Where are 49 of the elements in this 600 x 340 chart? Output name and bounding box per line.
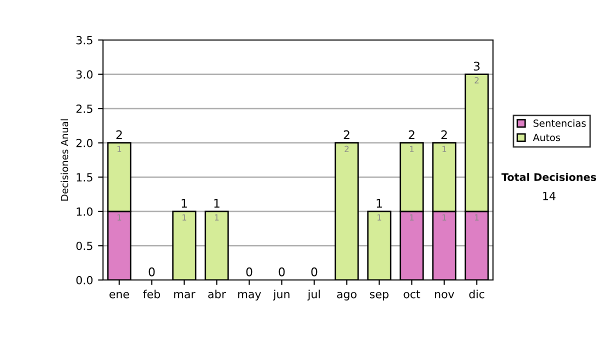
x-tick-label: sep — [370, 292, 388, 300]
data-label: 2 — [474, 77, 479, 84]
x-tick-label: may — [238, 292, 262, 300]
total-label: 2 — [441, 130, 447, 140]
x-tick-label: ago — [337, 292, 356, 300]
total-label: 3 — [474, 62, 480, 71]
total-label: 1 — [182, 198, 187, 208]
x-tick-label: nov — [435, 292, 454, 298]
data-label: 1 — [410, 214, 414, 221]
text: 0.5 — [76, 242, 92, 250]
x-tick-label: jul — [307, 290, 320, 300]
text: 2.5 — [76, 104, 92, 113]
x-tick-label: ene — [110, 292, 130, 298]
total-label: 1 — [214, 198, 220, 208]
total-label: 0 — [278, 267, 285, 276]
text: 14 — [543, 192, 556, 200]
data-label: 1 — [475, 214, 479, 221]
data-label: 1 — [182, 214, 186, 221]
data-label: 1 — [378, 214, 382, 221]
x-tick-label: feb — [143, 290, 160, 298]
text: 0.0 — [76, 276, 93, 284]
data-label: 2 — [344, 146, 349, 152]
x-tick-label: jun — [272, 290, 290, 300]
text: 1.0 — [76, 207, 93, 216]
x-tick-label: oct — [404, 290, 420, 298]
text: 2.0 — [76, 138, 93, 148]
text: 3.5 — [76, 36, 92, 44]
text: Total Decisiones — [501, 172, 596, 182]
total-label: 2 — [116, 130, 122, 140]
y-axis-title: Decisiones Anual — [60, 119, 68, 201]
data-label: 1 — [410, 146, 414, 152]
total-label: 2 — [344, 130, 350, 140]
total-label: 1 — [376, 198, 382, 208]
data-label: 1 — [442, 146, 446, 152]
legend-label: Autos — [532, 134, 560, 142]
total-label: 0 — [311, 267, 318, 276]
total-label: 0 — [246, 267, 252, 276]
data-label: 1 — [442, 214, 446, 221]
text: 1.5 — [76, 173, 92, 182]
data-label: 1 — [118, 146, 122, 152]
x-tick-label: dic — [469, 290, 484, 298]
text: 3.0 — [76, 70, 93, 79]
data-label: 1 — [118, 214, 122, 221]
total-label: 0 — [148, 267, 155, 276]
x-tick-label: abr — [208, 290, 226, 298]
total-label: 2 — [408, 130, 414, 140]
x-tick-label: mar — [174, 292, 196, 298]
data-label: 1 — [215, 214, 219, 221]
legend-label: Sentencias — [534, 119, 586, 127]
